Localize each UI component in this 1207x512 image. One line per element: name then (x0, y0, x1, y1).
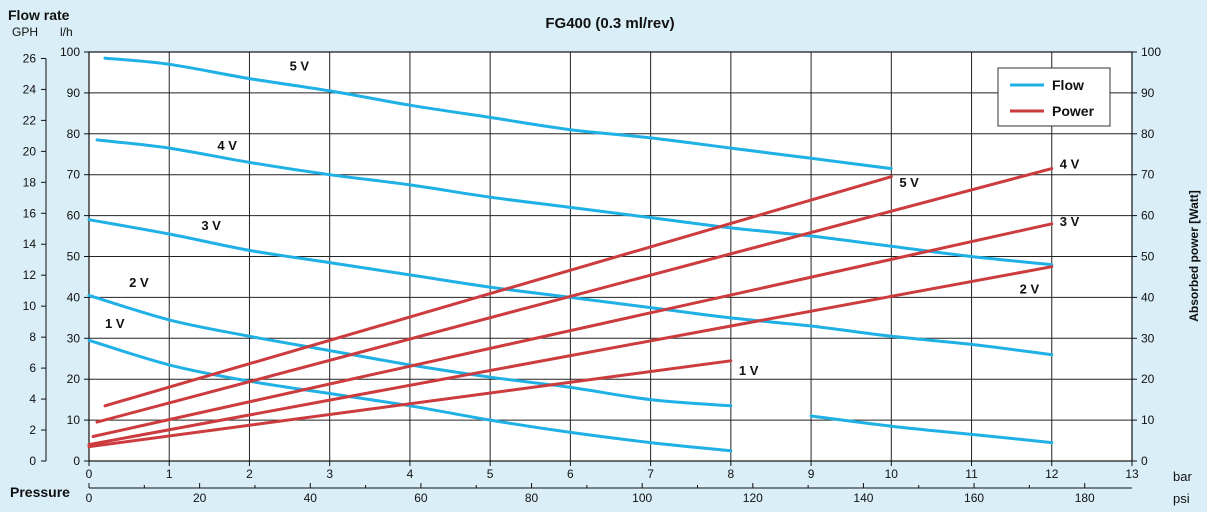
y-left-lh-tick-label: 40 (67, 290, 81, 304)
x-tick-label: 11 (965, 467, 978, 481)
power-line-5v (103, 175, 893, 408)
legend-flow-label: Flow (1052, 77, 1084, 93)
gph-tick-label: 26 (23, 51, 37, 65)
x-tick-label: 7 (647, 467, 654, 481)
psi-tick-label: 160 (964, 491, 984, 505)
psi-tick-label: 140 (853, 491, 873, 505)
y-right-tick-label: 10 (1141, 413, 1155, 427)
y-left-lh-tick-label: 0 (73, 454, 80, 468)
gph-tick-label: 12 (23, 268, 37, 282)
flow-line-3v (87, 218, 1054, 357)
psi-tick-label: 100 (632, 491, 652, 505)
psi-tick-label: 180 (1075, 491, 1095, 505)
y-left-title: Flow rate (8, 7, 70, 23)
gph-tick-label: 0 (29, 454, 36, 468)
gph-tick-label: 24 (23, 82, 37, 96)
power-line-2v (87, 265, 1054, 447)
voltage-label: 3 V (1060, 214, 1080, 229)
x-axis-title: Pressure (10, 484, 70, 500)
y-right-tick-label: 80 (1141, 127, 1155, 141)
flow-line-1v (87, 338, 733, 453)
voltage-label: 1 V (739, 363, 759, 378)
x-tick-label: 1 (166, 467, 173, 481)
y-right-tick-label: 20 (1141, 372, 1155, 386)
y-right-tick-label: 30 (1141, 331, 1155, 345)
voltage-label: 1 V (105, 316, 125, 331)
power-line-3v (91, 222, 1054, 438)
psi-tick-label: 0 (86, 491, 93, 505)
y-left-lh-tick-label: 10 (67, 413, 81, 427)
voltage-label: 5 V (899, 175, 919, 190)
voltage-label: 4 V (1060, 157, 1080, 172)
y-left-lh-tick-label: 100 (60, 45, 80, 59)
x-tick-label: 9 (808, 467, 815, 481)
psi-tick-label: 60 (414, 491, 428, 505)
x-tick-label: 6 (567, 467, 574, 481)
flow-series-group (87, 56, 1054, 453)
gph-tick-label: 14 (23, 237, 37, 251)
legend: Flow Power (997, 67, 1111, 127)
flow-line-5v (103, 56, 893, 171)
y-right-tick-label: 0 (1141, 454, 1148, 468)
gph-tick-label: 4 (29, 392, 36, 406)
psi-tick-label: 120 (743, 491, 763, 505)
x-axis-bar-unit: bar (1173, 469, 1192, 484)
y-right-tick-label: 100 (1141, 45, 1161, 59)
y-left-lh-tick-label: 90 (67, 86, 81, 100)
y-left-lh-tick-label: 80 (67, 127, 81, 141)
power-line-1v (87, 359, 733, 449)
y-right-tick-label: 50 (1141, 250, 1155, 264)
chart-title: FG400 (0.3 ml/rev) (545, 15, 674, 32)
x-tick-label: 13 (1125, 467, 1139, 481)
x-tick-label: 0 (86, 467, 93, 481)
x-tick-label: 3 (326, 467, 333, 481)
gph-tick-label: 2 (29, 423, 36, 437)
gph-tick-label: 8 (29, 330, 36, 344)
annotation-group: 5 V 4 V 3 V 2 V 1 V 5 V 4 V 3 V 2 V 1 V (105, 58, 1080, 378)
x-tick-label: 4 (407, 467, 414, 481)
x-tick-label: 12 (1045, 467, 1059, 481)
y-left-lh-tick-label: 30 (67, 331, 81, 345)
legend-box (997, 67, 1111, 127)
gph-tick-label: 10 (23, 299, 37, 313)
y-left-lh-tick-label: 60 (67, 209, 81, 223)
x-axis-psi-unit: psi (1173, 491, 1190, 506)
legend-power-label: Power (1052, 103, 1095, 119)
flow-line-1v (809, 414, 1054, 445)
y-left-gph-label: GPH (12, 25, 38, 39)
flow-line-4v (95, 138, 1054, 267)
y-right-tick-label: 70 (1141, 168, 1155, 182)
voltage-label: 5 V (290, 58, 310, 73)
y-left-lh-tick-label: 50 (67, 250, 81, 264)
axes: 0 1 2 3 4 5 6 7 8 9 10 11 12 130 20 40 60 80 100 120 140 160 1… (23, 45, 1162, 505)
y-right-title: Absorbed power [Watt] (1187, 190, 1201, 322)
voltage-label: 2 V (1020, 281, 1040, 296)
gph-tick-label: 6 (29, 361, 36, 375)
power-series-group (87, 167, 1054, 449)
y-left-lh-tick-label: 20 (67, 372, 81, 386)
x-tick-label: 2 (246, 467, 253, 481)
psi-tick-label: 80 (525, 491, 539, 505)
voltage-label: 4 V (217, 138, 237, 153)
y-right-tick-label: 90 (1141, 86, 1155, 100)
gph-tick-label: 18 (23, 175, 37, 189)
gph-tick-label: 22 (23, 113, 37, 127)
x-tick-label: 10 (885, 467, 899, 481)
x-tick-label: 5 (487, 467, 494, 481)
y-right-tick-label: 40 (1141, 290, 1155, 304)
voltage-label: 2 V (129, 275, 149, 290)
voltage-label: 3 V (201, 218, 221, 233)
x-tick-label: 8 (728, 467, 735, 481)
psi-tick-label: 40 (304, 491, 318, 505)
psi-tick-label: 20 (193, 491, 207, 505)
y-right-tick-label: 60 (1141, 209, 1155, 223)
y-left-lh-label: l/h (60, 25, 73, 39)
y-left-lh-tick-label: 70 (67, 168, 81, 182)
gph-tick-label: 16 (23, 206, 37, 220)
gph-tick-label: 20 (23, 144, 37, 158)
power-line-4v (95, 167, 1054, 424)
